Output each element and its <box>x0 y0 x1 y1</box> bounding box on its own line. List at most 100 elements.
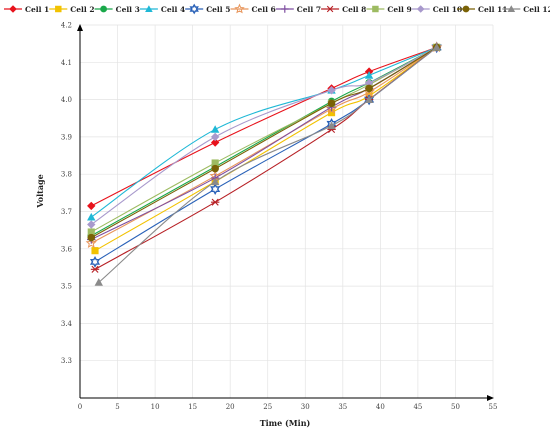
data-point-cell-12 <box>364 95 374 103</box>
x-tick-label: 15 <box>188 403 197 411</box>
data-point-cell-9 <box>87 228 95 236</box>
legend-label-cell-11: Cell 11 <box>478 5 508 14</box>
series-line-cell-1 <box>91 46 437 207</box>
y-tick-label: 3.8 <box>61 171 72 179</box>
series-line-cell-12 <box>98 46 438 283</box>
series-line-cell-3 <box>90 46 437 237</box>
data-point-cell-11 <box>211 164 219 173</box>
series-line-cell-11 <box>90 46 437 239</box>
data-point-cell-4 <box>364 71 374 79</box>
legend-label-cell-1: Cell 1 <box>25 5 49 14</box>
data-point-cell-4 <box>210 125 220 133</box>
data-point-cell-6 <box>85 237 97 248</box>
x-axis-title: Time (Min) <box>260 418 311 428</box>
legend-marker-cell-1 <box>9 5 17 13</box>
legend-marker-cell-10 <box>416 5 425 13</box>
x-tick-label: 45 <box>413 403 422 411</box>
data-point-cell-9 <box>211 159 219 167</box>
series-line-cell-2 <box>94 46 438 252</box>
legend-marker-cell-5 <box>189 3 199 15</box>
legend-item-cell-4: Cell 4 <box>139 5 185 14</box>
series-line-cell-10 <box>90 46 437 226</box>
legend-marker-cell-11 <box>462 5 470 13</box>
legend-label-cell-6: Cell 6 <box>252 5 276 14</box>
legend-item-cell-5: Cell 5 <box>185 3 230 15</box>
data-point-cell-10 <box>364 78 374 88</box>
axes <box>77 24 494 401</box>
data-point-cell-5 <box>89 256 101 268</box>
legend-item-cell-9: Cell 9 <box>366 5 412 14</box>
legend-item-cell-12: Cell 12 <box>502 5 550 14</box>
y-axis-title: Voltage <box>35 174 45 208</box>
data-point-cell-12 <box>210 177 220 186</box>
y-axis-arrow <box>77 24 83 31</box>
x-tick-label: 0 <box>78 403 82 411</box>
data-point-cell-5 <box>210 183 221 195</box>
series-line-cell-8 <box>94 46 438 270</box>
legend-marker-cell-7 <box>281 5 289 13</box>
plot-area <box>85 41 443 286</box>
data-point-cell-11 <box>87 233 96 242</box>
data-point-cell-8 <box>90 265 100 273</box>
data-point-cell-4 <box>87 212 96 221</box>
x-tick-label: 55 <box>489 403 498 411</box>
data-point-cell-11 <box>365 84 373 93</box>
y-tick-label: 4.0 <box>61 96 72 104</box>
legend-item-cell-7: Cell 7 <box>275 5 321 14</box>
legend-item-cell-1: Cell 1 <box>4 5 49 14</box>
data-point-cell-10 <box>210 132 220 142</box>
legend-label-cell-2: Cell 2 <box>70 5 94 14</box>
legend-label-cell-5: Cell 5 <box>206 5 230 14</box>
legend-marker-cell-6 <box>234 3 245 14</box>
x-tick-label: 50 <box>451 403 460 411</box>
legend-item-cell-6: Cell 6 <box>230 3 276 14</box>
series-cell-8 <box>90 43 441 273</box>
series-line-cell-4 <box>90 46 437 218</box>
legend-item-cell-3: Cell 3 <box>94 5 140 14</box>
y-tick-label: 4.1 <box>61 59 72 67</box>
legend-label-cell-3: Cell 3 <box>116 5 140 14</box>
x-tick-label: 40 <box>376 403 385 411</box>
x-axis-arrow <box>487 395 494 401</box>
series-cell-11 <box>87 43 441 242</box>
data-point-cell-2 <box>91 247 99 255</box>
data-point-cell-1 <box>210 138 220 147</box>
legend-marker-cell-12 <box>507 5 516 13</box>
legend-label-cell-8: Cell 8 <box>342 5 366 14</box>
legend-item-cell-11: Cell 11 <box>457 5 508 14</box>
series-cell-12 <box>94 43 441 286</box>
data-point-cell-10 <box>327 86 336 95</box>
x-tick-label: 30 <box>301 403 310 411</box>
data-point-cell-12 <box>94 278 103 286</box>
x-tick-label: 5 <box>115 403 119 411</box>
series-cell-2 <box>91 43 441 255</box>
x-tick-label: 20 <box>226 403 235 411</box>
y-tick-label: 3.6 <box>61 245 73 253</box>
legend-marker-cell-2 <box>55 5 62 13</box>
data-point-cell-2 <box>327 109 336 117</box>
legend-label-cell-10: Cell 10 <box>433 5 463 14</box>
legend-label-cell-4: Cell 4 <box>161 5 185 14</box>
legend-marker-cell-9 <box>372 5 379 13</box>
legend-label-cell-7: Cell 7 <box>297 5 321 14</box>
legend-label-cell-12: Cell 12 <box>523 5 550 14</box>
x-tick-label: 10 <box>151 403 160 411</box>
legend: Cell 1 Cell 2 Cell 3 Cell 4 Cell 5 Cell 6 Cell… <box>4 3 550 15</box>
series-cell-4 <box>87 43 441 221</box>
legend-item-cell-8: Cell 8 <box>321 5 366 14</box>
y-tick-label: 4.2 <box>61 22 72 30</box>
y-tick-label: 3.5 <box>61 283 72 291</box>
legend-item-cell-10: Cell 10 <box>411 5 463 14</box>
series-cell-10 <box>87 43 441 229</box>
y-tick-label: 3.3 <box>61 357 72 365</box>
data-point-cell-10 <box>87 220 96 229</box>
data-point-cell-1 <box>87 201 96 211</box>
legend-marker-cell-4 <box>145 5 153 13</box>
series-line-cell-9 <box>90 46 437 233</box>
y-tick-label: 3.4 <box>61 320 73 328</box>
x-tick-label: 25 <box>263 403 272 411</box>
grid <box>79 24 494 398</box>
data-point-cell-11 <box>327 99 336 108</box>
